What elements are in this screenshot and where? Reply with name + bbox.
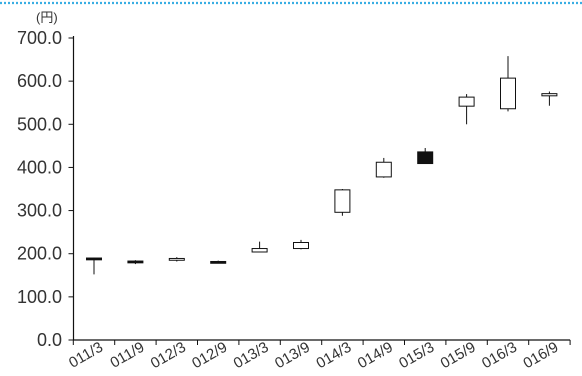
y-tick-label: 200.0: [17, 244, 62, 264]
candle-011-9: [127, 260, 144, 265]
y-tick-label: 400.0: [17, 157, 62, 177]
x-tick-label: 015/3: [396, 339, 437, 372]
y-tick-label: 700.0: [17, 28, 62, 48]
y-tick-label: 0.0: [37, 330, 62, 350]
candle-015-9: [458, 94, 475, 125]
y-tick-label: 500.0: [17, 114, 62, 134]
y-axis-ticks: 0.0 100.0 200.0 300.0 400.0 500.0 600.0 700.0: [17, 28, 74, 350]
x-tick-label: 014/9: [355, 339, 396, 372]
candle-body: [334, 189, 351, 213]
candle-016-9: [541, 91, 558, 106]
candle-body: [417, 151, 434, 165]
candle-013-9: [293, 239, 309, 250]
x-tick-label: 012/3: [148, 339, 189, 372]
candle-body: [541, 93, 558, 97]
candle-014-9: [375, 157, 392, 178]
x-tick-label: 013/3: [231, 339, 272, 372]
y-tick-label: 600.0: [17, 71, 62, 91]
x-tick-label: 016/9: [520, 339, 561, 372]
candle-013-3: [251, 241, 268, 253]
axes: [72, 36, 571, 345]
candle-014-3: [334, 189, 351, 216]
x-tick-label: 014/3: [313, 339, 354, 372]
candle-body: [86, 257, 102, 261]
x-tick-label: 016/3: [479, 339, 520, 372]
y-tick-label: 100.0: [17, 287, 62, 307]
x-tick-label: 015/9: [438, 339, 479, 372]
candle-012-3: [168, 257, 185, 262]
x-tick-label: 013/9: [272, 339, 313, 372]
candle-body: [500, 77, 516, 110]
x-tick-label: 011/9: [107, 339, 147, 372]
candle-body: [293, 241, 309, 250]
y-axis-unit-label: (円): [36, 10, 58, 25]
candle-body: [210, 260, 227, 264]
candle-body: [251, 248, 268, 253]
candle-015-3: [417, 148, 434, 165]
candle-016-3: [500, 56, 516, 112]
x-tick-label: 011/3: [66, 339, 106, 372]
x-tick-label: 012/9: [189, 339, 230, 372]
candle-011-3: [86, 257, 102, 275]
candle-012-9: [210, 260, 227, 264]
y-tick-label: 300.0: [17, 201, 62, 221]
candles: [86, 56, 558, 275]
candle-body: [127, 260, 144, 264]
candle-body: [375, 161, 392, 178]
candle-body: [458, 96, 475, 107]
candle-body: [168, 257, 185, 261]
